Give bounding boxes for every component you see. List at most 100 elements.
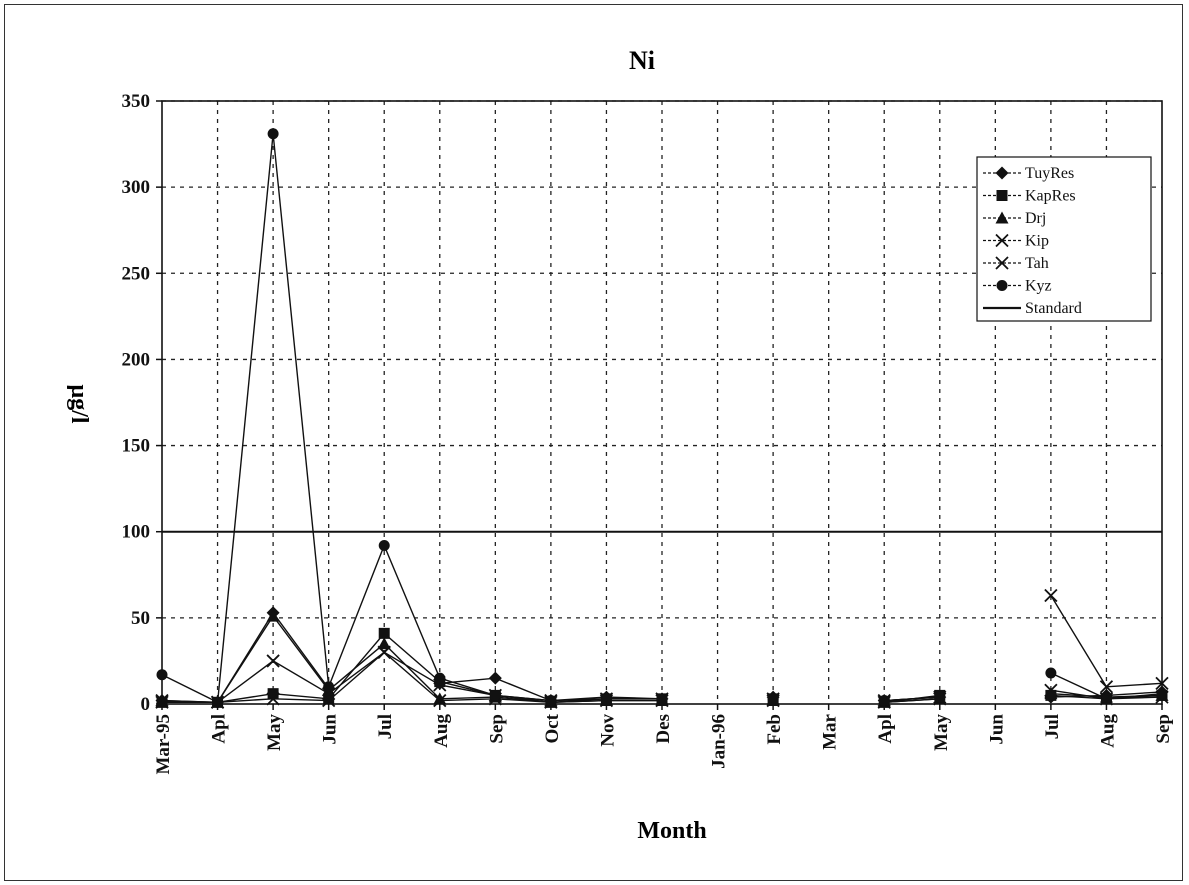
data-point bbox=[155, 693, 169, 708]
legend-marker-stroke bbox=[995, 233, 1009, 248]
x-tick-label: Mar-95 bbox=[153, 714, 174, 775]
legend-marker bbox=[996, 190, 1008, 201]
x-tick-label: Apl bbox=[209, 714, 230, 744]
legend-marker bbox=[996, 280, 1008, 291]
legend-item-kapres: KapRes bbox=[983, 188, 1076, 205]
x-tick-label: Jul bbox=[1042, 714, 1063, 739]
legend-item-tuyres: TuyRes bbox=[983, 165, 1074, 182]
y-tick-label: 100 bbox=[122, 522, 151, 543]
x-tick-label: Sep bbox=[1153, 714, 1174, 744]
data-point bbox=[1044, 683, 1058, 697]
data-point bbox=[267, 688, 279, 700]
x-tick-label: Jan-96 bbox=[709, 714, 730, 769]
y-tick-label: 300 bbox=[122, 177, 151, 198]
data-point bbox=[434, 672, 446, 684]
legend-label: Kyz bbox=[1025, 278, 1052, 295]
data-point bbox=[1155, 676, 1169, 690]
data-point bbox=[378, 627, 390, 639]
series-kyz bbox=[156, 128, 1168, 708]
data-point bbox=[212, 696, 224, 708]
data-point bbox=[1045, 667, 1057, 679]
x-tick-label: Nov bbox=[597, 714, 618, 747]
data-point-stroke bbox=[155, 693, 169, 708]
data-point bbox=[322, 693, 336, 708]
legend-item-drj: Drj bbox=[983, 210, 1046, 227]
data-point-stroke bbox=[1155, 676, 1169, 690]
data-point bbox=[433, 693, 447, 708]
legend-marker bbox=[995, 166, 1009, 180]
data-point-stroke bbox=[155, 695, 169, 709]
y-tick-label: 250 bbox=[122, 263, 151, 284]
data-point bbox=[489, 689, 501, 701]
legend-item-standard: Standard bbox=[983, 300, 1082, 317]
y-axis-label: µg/l bbox=[66, 384, 92, 423]
legend-item-tah: Tah bbox=[983, 255, 1049, 272]
data-point bbox=[266, 692, 280, 706]
x-tick-label: Jun bbox=[986, 714, 1007, 745]
chart-title: Ni bbox=[629, 46, 655, 75]
legend-marker bbox=[995, 256, 1009, 270]
legend-label: Drj bbox=[1025, 210, 1046, 227]
legend-label: Kip bbox=[1025, 233, 1049, 250]
x-tick-label: May bbox=[931, 714, 952, 751]
chart-frame bbox=[4, 4, 1183, 881]
data-point bbox=[600, 693, 612, 705]
legend-label: TuyRes bbox=[1025, 165, 1074, 182]
data-point bbox=[878, 695, 890, 707]
legend-label: KapRes bbox=[1025, 188, 1076, 205]
legend-marker bbox=[995, 211, 1009, 224]
y-tick-label: 0 bbox=[141, 694, 151, 715]
data-point bbox=[545, 695, 557, 707]
legend-item-kyz: Kyz bbox=[983, 278, 1052, 295]
y-tick-label: 200 bbox=[122, 349, 151, 370]
x-tick-label: Aug bbox=[431, 714, 452, 748]
data-point bbox=[1100, 693, 1112, 705]
data-point bbox=[656, 693, 668, 705]
data-point-stroke bbox=[1099, 680, 1114, 694]
x-tick-label: Apl bbox=[875, 714, 896, 744]
data-point bbox=[377, 645, 391, 659]
data-point bbox=[1099, 680, 1114, 694]
legend-box bbox=[976, 156, 1152, 322]
data-point bbox=[377, 637, 391, 650]
data-point bbox=[378, 539, 390, 551]
x-tick-label: Jul bbox=[375, 714, 396, 739]
x-tick-label: Des bbox=[653, 714, 674, 744]
legend-marker bbox=[995, 233, 1009, 248]
legend-marker-stroke bbox=[995, 256, 1009, 270]
data-point-stroke bbox=[322, 693, 336, 708]
data-point bbox=[934, 691, 946, 703]
data-point bbox=[767, 693, 779, 705]
x-tick-label: Oct bbox=[542, 713, 563, 743]
data-point bbox=[267, 128, 279, 140]
legend: TuyRes KapRes Drj Kip Tah Kyz Standard bbox=[976, 156, 1152, 322]
x-axis-label: Month bbox=[637, 818, 706, 844]
data-point-stroke bbox=[433, 693, 447, 708]
legend-label: Standard bbox=[1025, 300, 1082, 317]
legend-label: Tah bbox=[1025, 255, 1049, 272]
x-tick-label: Jun bbox=[320, 714, 341, 745]
y-tick-label: 350 bbox=[122, 91, 151, 112]
data-point bbox=[433, 692, 447, 705]
data-point-stroke bbox=[1044, 683, 1058, 697]
data-point bbox=[323, 693, 335, 705]
data-point bbox=[266, 654, 280, 668]
data-point bbox=[323, 681, 335, 693]
data-point-stroke bbox=[377, 645, 391, 659]
x-tick-label: May bbox=[264, 714, 285, 751]
data-point bbox=[1156, 688, 1168, 700]
data-point bbox=[488, 671, 502, 685]
data-point bbox=[266, 609, 280, 622]
data-point-stroke bbox=[266, 654, 280, 668]
x-tick-label: Sep bbox=[486, 714, 507, 744]
y-tick-label: 150 bbox=[122, 436, 151, 457]
data-point bbox=[155, 695, 169, 709]
x-tick-label: Mar bbox=[820, 713, 841, 749]
x-tick-label: Feb bbox=[764, 714, 785, 745]
data-point-stroke bbox=[266, 692, 280, 706]
data-point bbox=[1044, 588, 1058, 603]
data-point bbox=[1044, 687, 1058, 700]
legend-item-kip: Kip bbox=[983, 233, 1049, 250]
x-tick-label: Aug bbox=[1097, 714, 1118, 748]
